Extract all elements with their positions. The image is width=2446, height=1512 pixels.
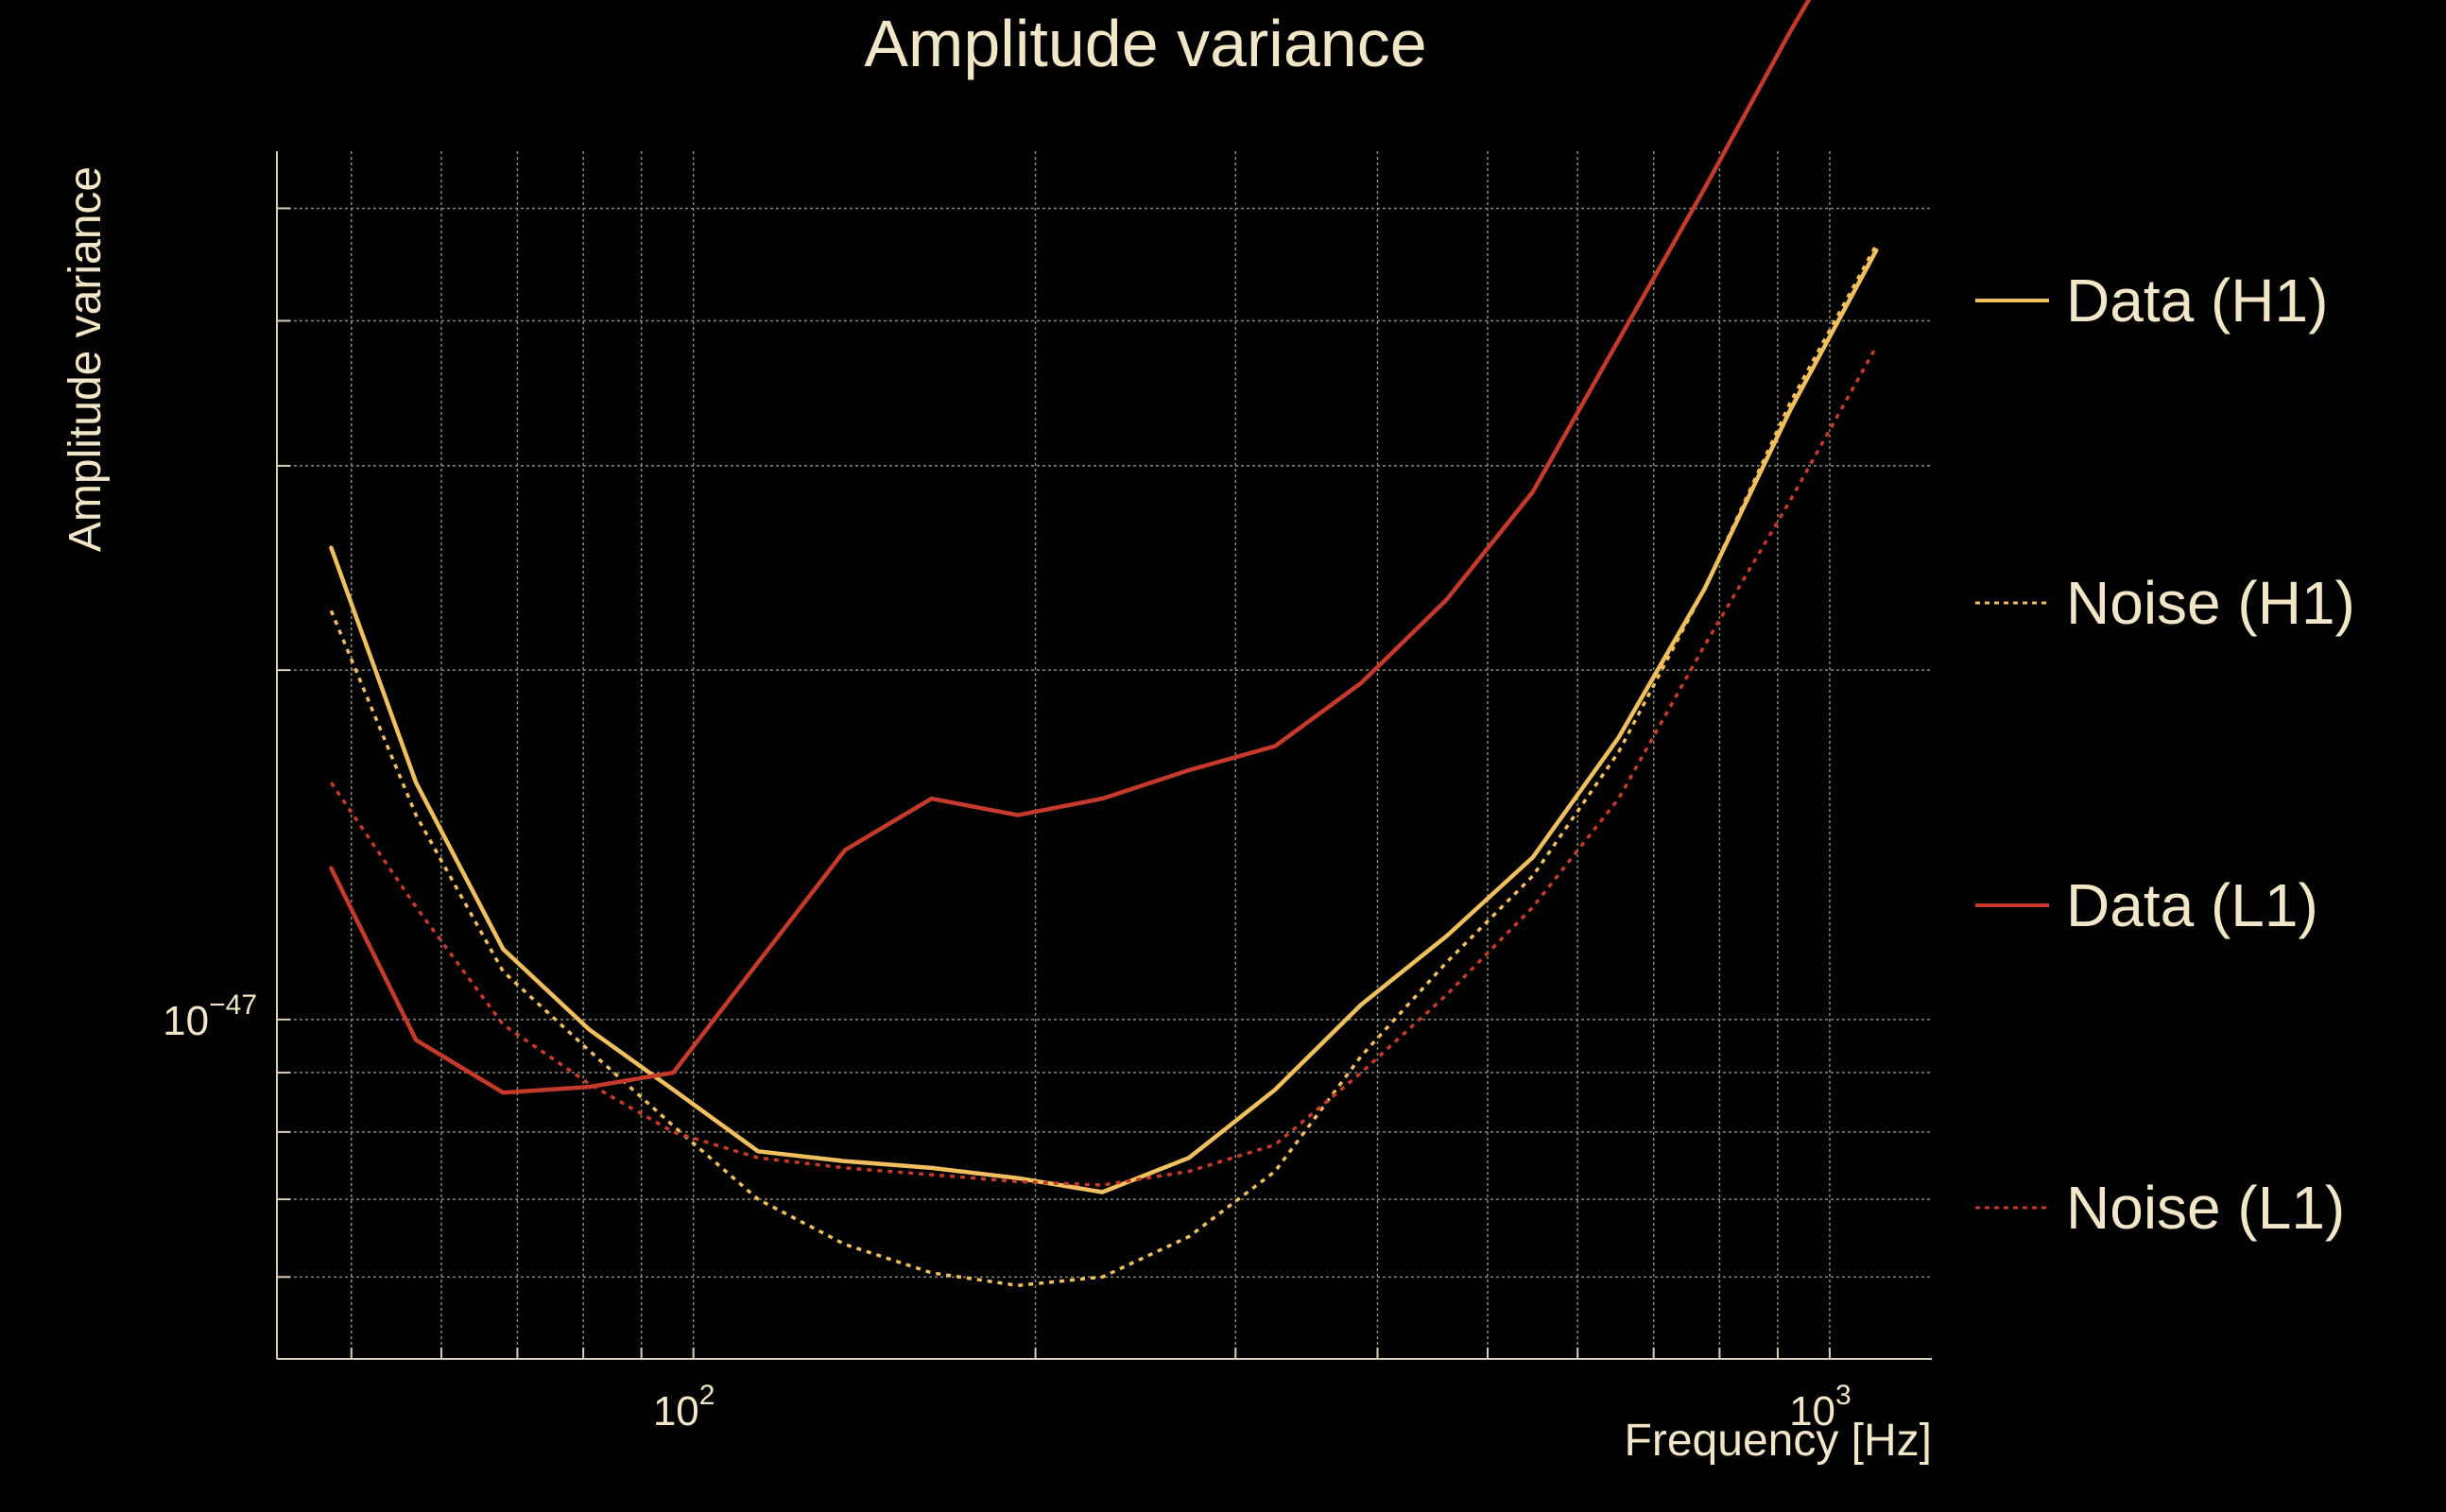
axes xyxy=(276,151,1932,1360)
y-tick-label: 10−47 xyxy=(163,989,257,1044)
legend-label-data-l1: Data (L1) xyxy=(2066,871,2318,939)
legend: Data (H1) Noise (H1) Data (L1) Noise (L1) xyxy=(1975,266,2355,1242)
x-tick-label: 102 xyxy=(653,1380,715,1435)
legend-label-data-h1: Data (H1) xyxy=(2066,266,2328,335)
series-line-data-l1 xyxy=(329,0,1812,1095)
legend-label-noise-h1: Noise (H1) xyxy=(2066,569,2355,637)
x-tick-label: 103 xyxy=(1789,1380,1852,1435)
grid xyxy=(277,151,1932,1359)
series-line-noise-l1 xyxy=(329,345,1878,1187)
series-line-data-h1 xyxy=(329,248,1879,1194)
tick-labels: 102 103 10−47 xyxy=(163,989,1852,1435)
series-line-noise-h1 xyxy=(329,244,1878,1288)
x-axis-label: Frequency [Hz] xyxy=(1625,1416,1932,1466)
y-axis-label: Amplitude variance xyxy=(60,166,111,552)
chart-title: Amplitude variance xyxy=(864,7,1426,80)
legend-label-noise-l1: Noise (L1) xyxy=(2066,1174,2345,1242)
series-lines xyxy=(329,0,1879,1288)
